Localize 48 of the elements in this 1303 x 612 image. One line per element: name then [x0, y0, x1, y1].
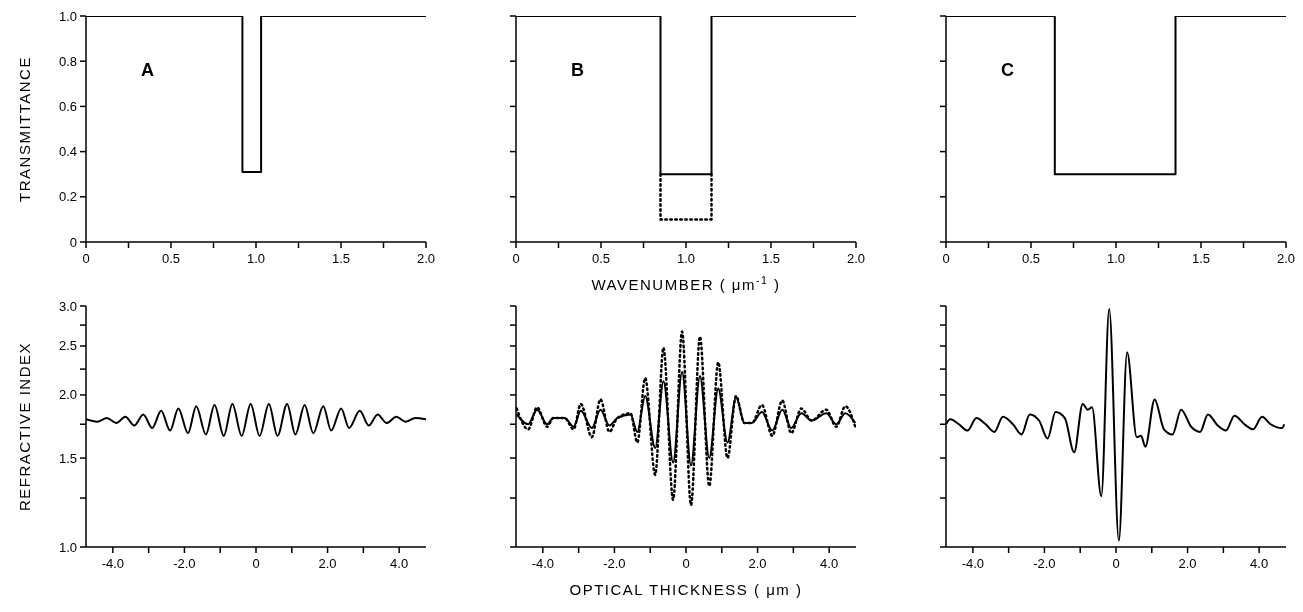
x-tick-label: 2.0	[318, 556, 337, 571]
annotation: A	[141, 60, 154, 80]
y-tick-label: 0.8	[58, 53, 77, 69]
x-tick-label: -2.0	[603, 556, 626, 571]
x-tick-label: 4.0	[390, 556, 409, 571]
y-tick-label: 2.5	[58, 338, 77, 354]
y-tick-label: 1.0	[58, 539, 77, 555]
x-tick-label: 2.0	[748, 556, 767, 571]
x-tick-label: 0.5	[161, 251, 181, 266]
y-axis-title: TRANSMITTANCE	[16, 56, 33, 202]
x-tick-label: -4.0	[961, 556, 985, 571]
x-tick-label: -2.0	[173, 556, 196, 571]
x-tick-label: 2.0	[846, 251, 866, 266]
x-tick-label: 0.5	[1021, 251, 1041, 266]
annotation: B	[571, 60, 584, 80]
y-tick-label: 3.0	[58, 298, 77, 314]
y-tick-label: 0.6	[58, 98, 77, 114]
x-tick-label: 4.0	[820, 556, 839, 571]
x-tick-label: 4.0	[1250, 556, 1269, 571]
x-tick-label: 0	[512, 251, 520, 266]
x-tick-label: 1.5	[761, 251, 781, 266]
y-tick-label: 0	[69, 234, 77, 250]
x-tick-label: -4.0	[531, 556, 555, 571]
x-tick-label: 0	[942, 251, 950, 266]
x-tick-label: 2.0	[1276, 251, 1296, 266]
y-tick-label: 1.5	[58, 450, 77, 466]
x-tick-label: 0	[82, 251, 90, 266]
x-axis-title: WAVENUMBER ( μm$^{-1}$ )	[591, 274, 781, 293]
x-tick-label: 2.0	[1178, 556, 1197, 571]
x-tick-label: 2.0	[416, 251, 436, 266]
y-tick-label: 0.2	[58, 189, 77, 205]
x-tick-label: -2.0	[1033, 556, 1056, 571]
y-axis-title: REFRACTIVE INDEX	[16, 341, 33, 512]
y-tick-label: 0.4	[58, 144, 77, 160]
x-tick-label: 0.5	[591, 251, 611, 266]
x-tick-label: 1.0	[1106, 251, 1126, 266]
x-tick-label: 1.0	[676, 251, 696, 266]
x-axis-title: OPTICAL THICKNESS ( μm )	[569, 581, 803, 598]
x-tick-label: 0	[252, 556, 260, 571]
x-tick-label: 1.5	[1191, 251, 1211, 266]
x-tick-label: 0	[682, 556, 690, 571]
x-tick-label: 1.5	[331, 251, 351, 266]
y-tick-label: 2.0	[58, 387, 77, 403]
x-tick-label: 0	[1112, 556, 1120, 571]
y-tick-label: 1.0	[58, 8, 77, 24]
annotation: C	[1001, 60, 1014, 80]
x-tick-label: -4.0	[101, 556, 125, 571]
x-tick-label: 1.0	[246, 251, 266, 266]
